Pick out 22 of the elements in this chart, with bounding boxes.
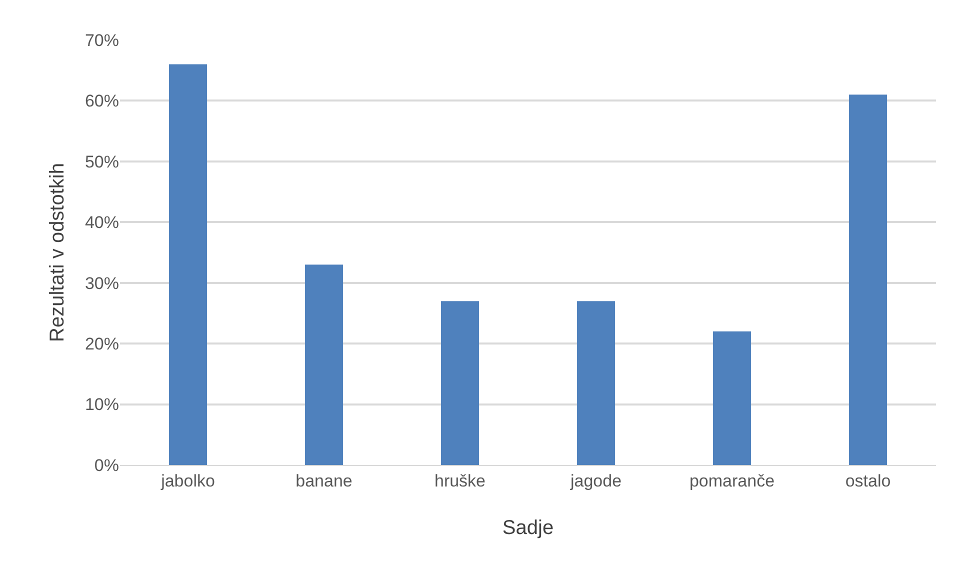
x-axis-title: Sadje	[502, 516, 554, 539]
y-tick-label: 50%	[84, 152, 119, 172]
bar	[304, 264, 344, 465]
bar	[168, 64, 208, 465]
bar	[712, 331, 752, 465]
bar	[576, 301, 616, 465]
bar	[848, 94, 888, 465]
x-tick-label: ostalo	[845, 471, 891, 490]
y-tick-label: 40%	[84, 213, 119, 232]
y-axis-title: Rezultati v odstotkih	[46, 163, 68, 342]
y-tick-label: 10%	[84, 395, 119, 414]
x-tick-label: hruške	[434, 471, 486, 490]
x-tick-label: banane	[296, 471, 352, 490]
y-tick-label: 70%	[84, 30, 119, 50]
y-tick-label: 30%	[84, 274, 119, 293]
y-tick-label: 60%	[84, 92, 119, 111]
x-tick-label: pomaranče	[689, 471, 775, 490]
bar	[440, 301, 480, 465]
y-tick-label: 20%	[84, 334, 119, 354]
x-tick-label: jabolko	[160, 471, 215, 490]
x-tick-label: jagode	[569, 471, 622, 490]
y-tick-label: 0%	[94, 456, 119, 475]
